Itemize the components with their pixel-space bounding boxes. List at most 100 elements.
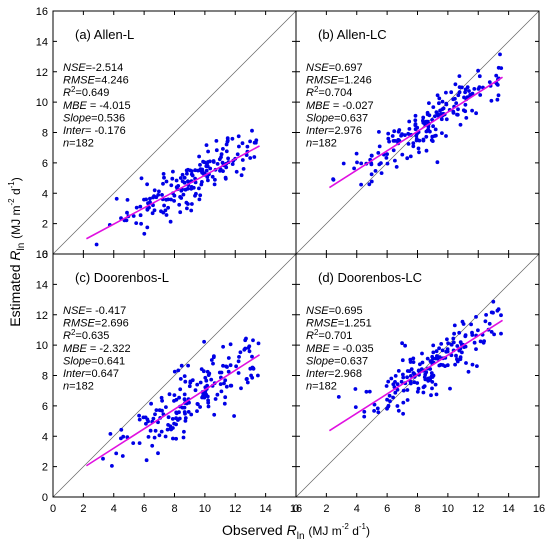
stat-r: R2=0.701	[306, 328, 352, 342]
data-point	[405, 375, 409, 380]
data-point	[178, 387, 183, 392]
y-tick-label: 14	[36, 36, 48, 48]
data-point	[223, 175, 228, 180]
stat-nse: NSE= -0.417	[63, 305, 126, 317]
y-tick-label: 8	[42, 371, 48, 383]
data-point	[182, 405, 187, 410]
data-point	[211, 159, 216, 163]
data-point	[197, 186, 201, 191]
data-point	[435, 93, 440, 98]
data-point	[359, 182, 363, 187]
regression-line	[328, 76, 503, 189]
data-point	[400, 341, 404, 346]
data-point	[364, 389, 369, 394]
data-point	[429, 393, 433, 398]
data-point	[489, 330, 494, 334]
data-point	[182, 392, 187, 397]
data-point	[445, 347, 450, 351]
data-point	[179, 363, 184, 368]
data-point	[425, 110, 430, 115]
data-point	[444, 102, 449, 107]
data-point	[430, 139, 435, 144]
data-point	[475, 364, 479, 368]
data-point	[428, 367, 433, 371]
data-point	[393, 390, 398, 395]
data-point	[183, 419, 188, 423]
y-tick-label: 10	[36, 340, 48, 352]
data-point	[421, 120, 426, 125]
data-point	[213, 397, 218, 401]
data-point	[400, 152, 405, 157]
data-point	[428, 359, 433, 364]
data-point	[439, 112, 443, 116]
data-point	[214, 148, 219, 153]
data-point	[152, 188, 157, 193]
data-point	[250, 354, 254, 359]
stat-inter: Inter=0.647	[63, 368, 119, 380]
data-point	[215, 392, 220, 397]
data-point	[188, 380, 193, 385]
stat-rmse: RMSE=1.251	[306, 318, 372, 330]
data-point	[206, 404, 211, 409]
data-point	[412, 380, 417, 385]
data-point	[430, 380, 435, 384]
data-point	[498, 52, 502, 57]
data-point	[248, 366, 253, 371]
data-point	[377, 162, 382, 167]
data-point	[178, 210, 183, 215]
data-point	[387, 139, 391, 144]
data-point	[454, 353, 458, 358]
data-point	[244, 336, 248, 341]
data-point	[148, 200, 152, 205]
data-point	[353, 405, 358, 409]
data-point	[205, 175, 210, 179]
stat-mbe: MBE = -2.322	[63, 343, 131, 355]
data-point	[176, 184, 181, 188]
data-point	[182, 374, 187, 378]
data-point	[197, 197, 202, 202]
stat-rmse: RMSE=2.696	[63, 318, 129, 330]
data-point	[171, 436, 175, 441]
data-point	[164, 197, 169, 202]
data-point	[385, 397, 389, 402]
data-point	[190, 186, 194, 191]
data-point	[427, 101, 431, 105]
data-point	[161, 172, 166, 176]
stat-slope: Slope=0.641	[63, 355, 125, 367]
data-point	[425, 356, 430, 361]
data-point	[149, 401, 154, 406]
data-point	[168, 424, 173, 429]
data-point	[465, 85, 470, 90]
data-point	[172, 199, 177, 203]
data-point	[240, 141, 245, 146]
data-point	[458, 355, 463, 360]
regression-line	[85, 354, 260, 467]
data-point	[160, 193, 164, 197]
data-point	[387, 393, 392, 398]
data-point	[435, 356, 440, 361]
data-point	[183, 411, 187, 416]
data-point	[162, 175, 166, 180]
stat-slope: Slope=0.637	[306, 112, 368, 124]
data-point	[474, 111, 478, 116]
data-point	[161, 181, 165, 186]
data-point	[390, 134, 395, 138]
data-point	[422, 375, 427, 379]
stat-nse: NSE=0.697	[306, 62, 363, 74]
data-point	[199, 367, 204, 371]
data-point	[424, 129, 429, 134]
data-point	[420, 351, 424, 356]
data-point	[453, 82, 458, 87]
x-tick-label: 0	[50, 503, 56, 515]
data-point	[415, 381, 420, 385]
data-point	[235, 152, 240, 157]
data-point	[211, 355, 216, 360]
data-point	[164, 405, 168, 409]
data-point	[405, 398, 410, 402]
data-point	[182, 175, 187, 180]
data-point	[434, 392, 439, 397]
data-point	[399, 379, 404, 384]
data-point	[209, 358, 214, 362]
data-point	[174, 436, 179, 441]
